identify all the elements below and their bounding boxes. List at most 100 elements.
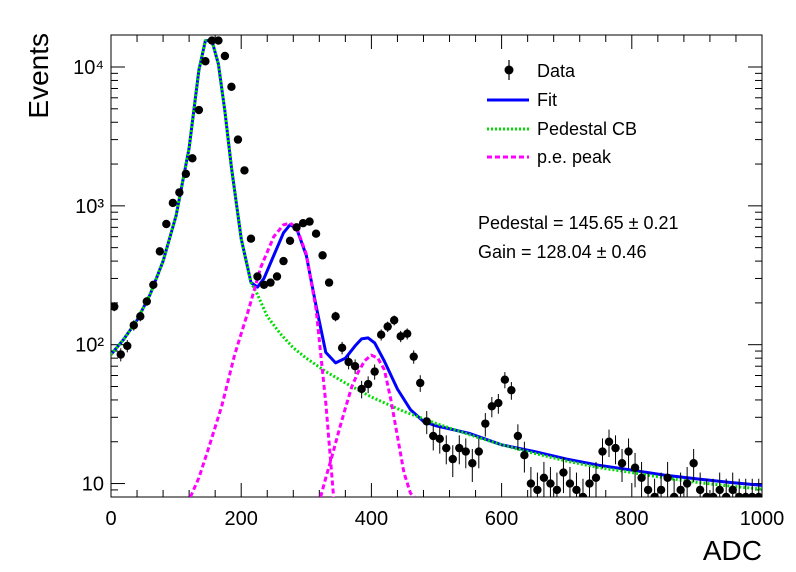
data-point: [162, 219, 171, 229]
curves: [111, 39, 762, 497]
data-marker: [272, 272, 282, 281]
data-marker: [337, 343, 347, 352]
data-marker: [585, 479, 594, 488]
data-point: [403, 328, 412, 340]
data-marker: [285, 236, 295, 246]
data-marker: [669, 492, 679, 497]
data-point: [682, 466, 692, 497]
data-point: [188, 154, 197, 163]
data-marker: [754, 492, 762, 497]
legend-entry-fit: Fit: [487, 90, 557, 110]
y-tick-label: 10⁴: [73, 57, 104, 79]
data-point: [630, 452, 640, 488]
data-points: [111, 36, 762, 497]
data-point: [715, 472, 724, 497]
p-e-peak-curve: [189, 221, 336, 497]
data-point: [448, 445, 457, 478]
data-marker: [604, 437, 614, 446]
data-marker: [344, 357, 353, 367]
data-marker: [637, 473, 646, 482]
data-marker: [539, 473, 549, 482]
data-marker: [142, 297, 152, 306]
data-point: [637, 461, 646, 497]
p-e-peak-curve: [319, 353, 416, 497]
data-point: [650, 478, 659, 497]
data-point: [272, 272, 282, 281]
data-marker: [155, 247, 165, 256]
data-point: [416, 375, 425, 392]
data-point: [708, 478, 718, 497]
data-marker: [546, 479, 555, 488]
data-marker: [253, 272, 262, 281]
data-point: [689, 448, 698, 483]
data-point: [240, 166, 249, 175]
data-marker: [403, 329, 412, 338]
data-point: [429, 424, 438, 451]
data-point: [559, 457, 568, 494]
data-marker: [708, 492, 718, 497]
data-point: [702, 478, 711, 497]
data-point: [168, 198, 178, 208]
data-marker: [266, 278, 275, 287]
data-marker: [611, 443, 620, 453]
data-point: [285, 236, 295, 246]
fit-curve: [111, 39, 762, 487]
data-point: [181, 169, 191, 179]
data-point: [754, 478, 762, 497]
data-marker: [324, 278, 334, 287]
data-marker: [331, 312, 340, 321]
x-tick-label: 600: [485, 508, 518, 530]
data-point: [481, 413, 490, 437]
data-marker: [461, 447, 470, 456]
data-marker: [220, 51, 230, 61]
data-point: [116, 348, 125, 362]
data-marker: [474, 447, 484, 456]
data-point: [201, 57, 210, 66]
data-marker: [357, 384, 366, 394]
data-marker: [721, 492, 731, 497]
data-point: [396, 330, 405, 343]
data-marker: [448, 454, 457, 464]
data-marker: [175, 188, 184, 197]
data-marker: [624, 447, 633, 456]
data-marker: [656, 485, 666, 495]
legend-label-data: Data: [537, 61, 576, 81]
data-point: [656, 472, 666, 497]
data-marker: [572, 485, 581, 495]
data-point: [643, 472, 653, 497]
x-axis-label: ADC: [703, 535, 762, 566]
data-marker: [129, 321, 138, 330]
data-marker: [305, 217, 314, 226]
y-tick-label: 10³: [75, 196, 104, 218]
data-marker: [318, 251, 327, 260]
data-point: [142, 297, 152, 306]
data-marker: [526, 479, 536, 488]
data-marker: [279, 256, 288, 266]
data-point: [442, 435, 451, 465]
data-marker: [298, 218, 308, 228]
data-marker: [702, 492, 711, 497]
data-point: [311, 229, 321, 238]
data-marker: [520, 451, 529, 460]
data-point: [617, 448, 627, 483]
data-marker: [350, 362, 360, 371]
data-marker: [578, 492, 588, 497]
data-point: [253, 272, 262, 281]
data-marker: [435, 434, 444, 444]
data-marker: [565, 479, 575, 488]
data-marker: [695, 485, 705, 495]
data-marker: [389, 316, 399, 325]
data-point: [331, 311, 340, 322]
data-marker: [409, 352, 418, 361]
data-marker: [422, 417, 431, 426]
data-marker: [513, 431, 523, 441]
data-marker: [630, 463, 640, 472]
data-marker: [188, 154, 197, 163]
y-tick-label: 10²: [75, 335, 104, 357]
data-marker: [494, 398, 503, 408]
data-point: [500, 372, 510, 389]
data-marker: [741, 492, 750, 497]
data-point: [298, 218, 308, 228]
data-point: [111, 302, 119, 312]
legend: Data Fit Pedestal CB p.e. peak: [487, 60, 637, 167]
